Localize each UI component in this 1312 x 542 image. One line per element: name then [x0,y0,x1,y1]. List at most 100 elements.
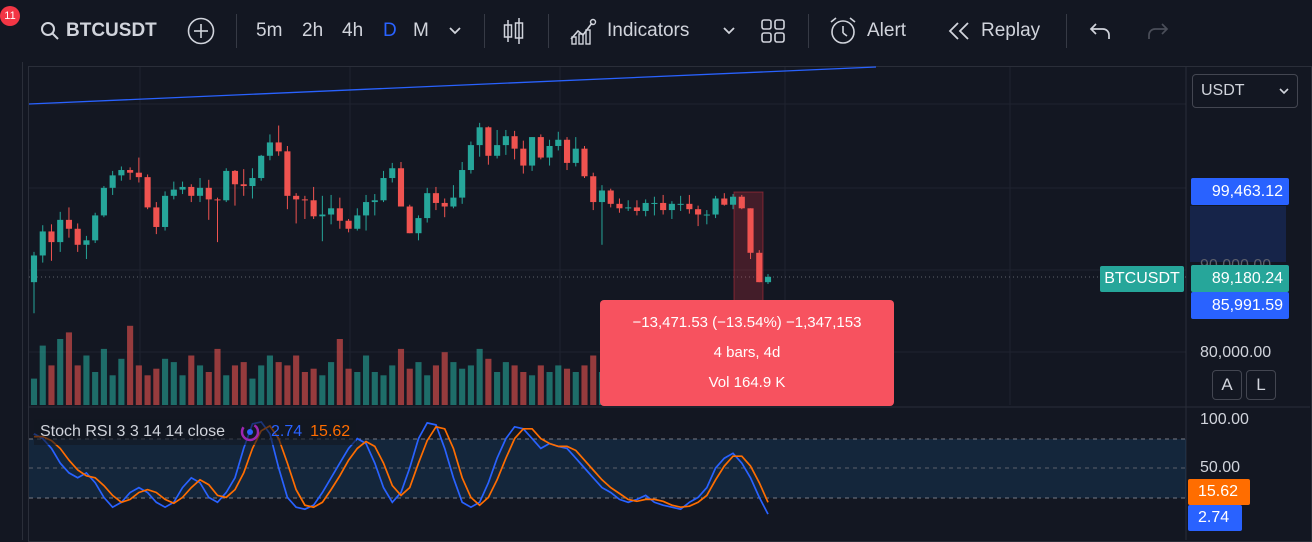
volume-bar [127,325,134,405]
volume-bar [476,348,483,405]
trend-line [28,66,877,105]
candle-body [502,136,509,146]
candle-body [450,197,457,207]
candle-body [677,203,684,205]
volume-bar [380,375,387,405]
interval-dropdown[interactable] [448,16,462,46]
interval-m[interactable]: M [413,20,429,41]
candle-body [249,178,256,187]
stoch-d-tag: 15.62 [1188,479,1250,505]
alert-button[interactable]: Alert [828,16,906,46]
candle-body [258,155,265,179]
candle-body [721,198,728,205]
log-scale-button[interactable]: L [1246,370,1276,400]
symbol-search-button[interactable]: BTCUSDT [40,16,157,46]
indicators-button[interactable]: Indicators [568,16,689,46]
volume-bar [196,365,204,405]
currency-select[interactable]: USDT [1192,74,1298,108]
candle-body [441,202,448,207]
candle-body [135,172,142,178]
layouts-icon [761,19,785,43]
candle-body [275,142,282,152]
candle-body [48,231,55,243]
volume-bar [415,362,422,405]
candle-body [301,199,308,201]
candle-body [572,148,579,163]
stoch-axis-100: 100.00 [1200,411,1249,428]
loading-spinner-icon [240,422,260,442]
candle-body [467,145,474,171]
candle-body [747,208,754,253]
interval-5m[interactable]: 5m [256,20,283,41]
candle-body [196,187,204,196]
volume-bar [30,378,38,405]
measure-volume: Vol 164.9 K [708,374,786,391]
volume-bar [362,355,370,405]
stoch-legend[interactable]: Stoch RSI 3 3 14 14 close 2.74 15.62 [34,419,357,445]
candle-body [310,200,317,217]
candle-body [336,208,343,221]
volume-bar [520,372,527,405]
candle-body [179,186,186,190]
volume-bar [223,375,230,405]
stoch-k-line [33,420,769,515]
candle-body [485,127,492,156]
volume-bar [328,362,335,405]
compare-symbol-button[interactable] [186,16,216,46]
candle-body [555,139,562,146]
candle-body [345,220,352,229]
volume-bar [546,372,553,405]
candle-body [380,178,387,201]
stoch-title: Stoch RSI 3 3 14 14 close [40,423,225,440]
candle-body [389,168,396,179]
separator [484,14,485,48]
stoch-d-line [34,424,769,509]
interval-d-active[interactable]: D [383,20,397,41]
chevron-down-icon [723,27,735,35]
volume-bar [511,365,518,405]
notification-badge[interactable]: 11 [0,6,20,26]
stoch-k-value: 2.74 [271,423,303,440]
search-icon [41,22,59,40]
volume-bar [432,365,440,405]
chevron-down-icon [1279,88,1289,95]
auto-scale-button[interactable]: A [1212,370,1242,400]
indicators-dropdown[interactable] [722,16,736,46]
replay-button[interactable]: Replay [946,16,1040,46]
candle-body [511,136,518,149]
undo-button[interactable] [1088,16,1112,46]
candle-body [695,209,702,215]
candle-body [598,190,606,203]
layouts-button[interactable] [760,16,786,46]
measure-change: −13,471.53 (−13.54%) −1,347,153 [632,314,862,331]
candle-body [284,151,291,196]
candle-body [660,202,667,211]
left-drawing-toolbar[interactable] [0,62,23,540]
chart-type-button[interactable] [502,16,526,46]
price-level-80k: 80,000.00 [1200,344,1272,361]
add-symbol-icon [187,17,215,45]
symbol-tag: BTCUSDT [1100,266,1184,292]
redo-button[interactable] [1146,16,1170,46]
volume-bar [555,365,562,405]
volume-bar [214,348,221,405]
candle-body [607,190,614,204]
volume-bar [48,365,55,405]
candle-body [415,218,422,234]
volume-bar [284,365,291,405]
volume-bar [502,362,509,405]
interval-4h[interactable]: 4h [342,20,364,41]
volume-bar [65,332,73,405]
volume-bar [188,355,195,405]
interval-2h[interactable]: 2h [302,20,324,41]
volume-bar [450,362,457,405]
volume-bar [563,368,571,405]
redo-icon [1148,23,1169,39]
volume-bar [92,372,99,405]
candle-body [74,228,81,245]
candle-body [590,176,597,203]
separator [548,14,549,48]
volume-bar [240,362,247,405]
candle-body [537,137,544,158]
